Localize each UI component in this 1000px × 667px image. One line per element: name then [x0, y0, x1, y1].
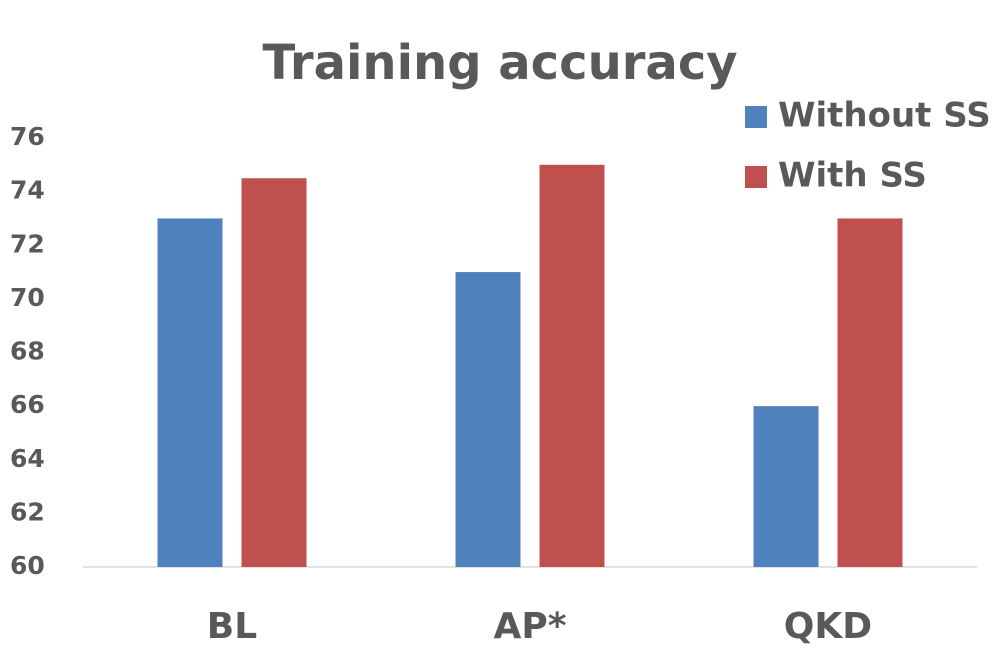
bar	[753, 406, 819, 567]
x-tick-label: QKD	[784, 606, 872, 647]
y-tick-label: 66	[10, 390, 45, 419]
y-tick-label: 68	[10, 337, 45, 366]
bar	[241, 178, 307, 567]
y-tick-label: 62	[10, 497, 45, 526]
legend-label: With SS	[778, 156, 927, 196]
y-tick-label: 72	[10, 229, 45, 258]
bar	[837, 218, 903, 567]
legend-swatch	[745, 106, 767, 128]
x-tick-label: AP*	[493, 606, 566, 647]
legend-swatch	[745, 166, 767, 188]
y-tick-label: 60	[10, 551, 45, 580]
y-tick-label: 70	[10, 283, 45, 312]
legend-label: Without SS	[778, 96, 991, 136]
y-tick-label: 64	[10, 444, 45, 473]
bar	[539, 164, 605, 567]
chart-title: Training accuracy	[262, 35, 737, 91]
x-tick-label: BL	[207, 606, 257, 647]
bar	[455, 272, 521, 567]
y-tick-label: 76	[10, 122, 45, 151]
y-tick-label: 74	[10, 176, 45, 205]
bar	[157, 218, 223, 567]
